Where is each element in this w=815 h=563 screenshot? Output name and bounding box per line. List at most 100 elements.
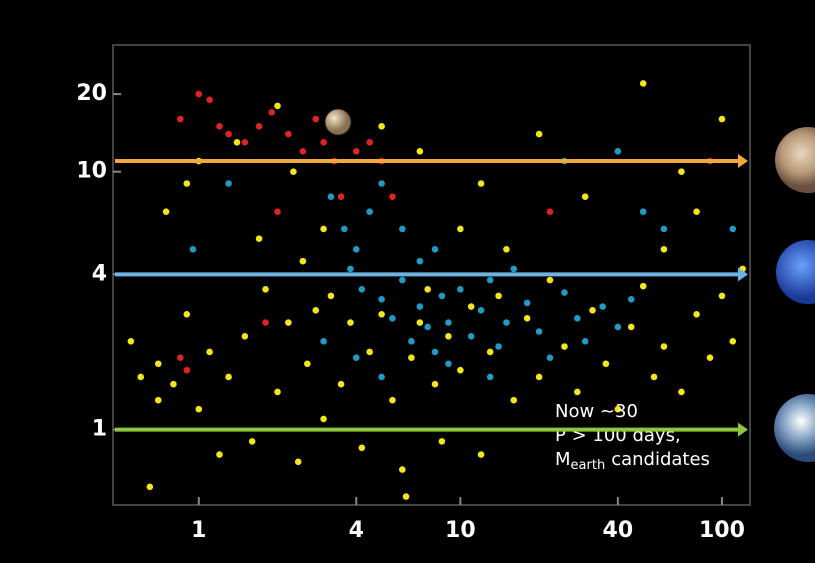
- point: [162, 207, 170, 216]
- point: [692, 207, 701, 216]
- point: [176, 353, 185, 362]
- point: [444, 359, 453, 368]
- point: [444, 318, 453, 327]
- point: [294, 457, 303, 466]
- point: [215, 122, 224, 131]
- point: [388, 192, 397, 201]
- point: [431, 245, 439, 254]
- point: [573, 388, 582, 396]
- point: [205, 95, 214, 104]
- point: [365, 207, 374, 216]
- point: [388, 314, 397, 323]
- point: [573, 314, 582, 323]
- point: [535, 327, 544, 336]
- point: [273, 207, 282, 216]
- point: [438, 291, 446, 300]
- point: [365, 138, 374, 147]
- point: [581, 337, 590, 346]
- point: [407, 353, 416, 362]
- point: [311, 306, 320, 315]
- point: [215, 450, 224, 459]
- point: [613, 405, 622, 414]
- point: [340, 225, 349, 233]
- point: [224, 373, 233, 381]
- point: [377, 179, 386, 188]
- point: [327, 192, 335, 201]
- point: [284, 318, 293, 327]
- point: [319, 337, 328, 346]
- point: [494, 342, 503, 351]
- point: [352, 147, 361, 156]
- point: [398, 225, 407, 233]
- point: [182, 366, 191, 375]
- point: [189, 245, 197, 254]
- point: [346, 264, 355, 273]
- point: [311, 115, 320, 123]
- point: [327, 291, 335, 300]
- point: [523, 314, 532, 323]
- point: [728, 225, 737, 233]
- point: [407, 337, 416, 346]
- jupiter-icon: [775, 127, 815, 193]
- point: [431, 380, 439, 389]
- point: [560, 342, 569, 351]
- point: [182, 310, 191, 319]
- point: [588, 306, 597, 315]
- point: [337, 192, 345, 201]
- point: [535, 130, 544, 138]
- point: [456, 225, 465, 233]
- point: [357, 443, 366, 452]
- point: [377, 373, 386, 381]
- point: [224, 130, 233, 138]
- point: [357, 285, 366, 294]
- point: [273, 101, 282, 110]
- point: [639, 282, 648, 291]
- point: [205, 348, 214, 356]
- point: [423, 285, 432, 294]
- point: [535, 373, 544, 381]
- point: [598, 302, 607, 311]
- point: [477, 450, 485, 459]
- point: [546, 207, 554, 216]
- point: [728, 337, 737, 346]
- point: [639, 79, 648, 88]
- point: [346, 318, 355, 327]
- point: [240, 138, 249, 147]
- y-tick-label: 10: [76, 159, 107, 184]
- point: [613, 323, 622, 331]
- point: [233, 138, 241, 147]
- point: [601, 359, 610, 368]
- point: [261, 285, 270, 294]
- arrow-head: [738, 422, 748, 437]
- point: [298, 257, 307, 266]
- point: [415, 257, 424, 266]
- point: [224, 179, 233, 188]
- point: [319, 415, 328, 423]
- point: [456, 366, 465, 375]
- planet-icon: [324, 108, 352, 136]
- arrow-head: [738, 267, 748, 282]
- point: [273, 388, 282, 396]
- point: [502, 245, 511, 254]
- point: [415, 147, 424, 156]
- point: [546, 276, 554, 284]
- arrow-head: [738, 154, 748, 169]
- x-tick-label: 4: [349, 518, 364, 543]
- point: [240, 332, 249, 341]
- point: [692, 310, 701, 319]
- point: [284, 130, 293, 138]
- point: [319, 138, 328, 147]
- point: [267, 108, 276, 117]
- point: [352, 245, 361, 254]
- point: [660, 225, 668, 233]
- point: [423, 323, 432, 331]
- point: [509, 396, 518, 405]
- point: [415, 302, 424, 311]
- neptune-icon: [776, 240, 815, 304]
- point: [255, 122, 263, 131]
- point: [486, 373, 495, 381]
- x-tick-label: 10: [445, 518, 476, 543]
- point: [365, 348, 374, 356]
- point: [467, 302, 476, 311]
